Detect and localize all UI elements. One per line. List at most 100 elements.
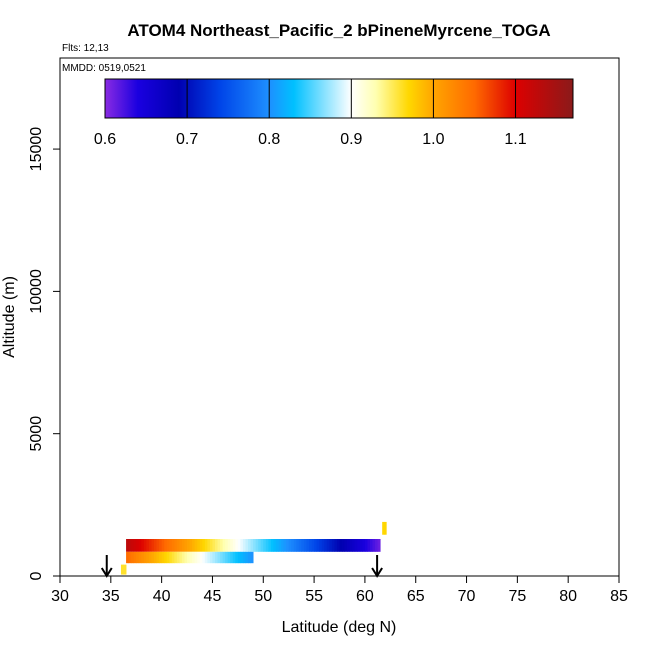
data-cell (169, 539, 173, 552)
data-cell (148, 551, 152, 564)
data-cell (273, 539, 277, 552)
data-cell (176, 551, 180, 564)
data-cell (309, 539, 312, 552)
data-cell (270, 539, 274, 552)
data-cell (192, 551, 196, 564)
data-cell (207, 539, 211, 552)
data-cell (176, 539, 180, 552)
data-cell (184, 539, 188, 552)
data-cell (151, 539, 155, 552)
data-cell (334, 539, 338, 552)
data-cell (138, 551, 142, 564)
x-tick-label: 45 (204, 588, 222, 605)
data-cell (128, 551, 132, 564)
data-cell (303, 539, 307, 552)
colorbar-tick-label: 0.6 (94, 131, 116, 148)
date-annotation: MMDD: 0519,0521 (62, 63, 146, 74)
data-cell (209, 551, 213, 564)
data-cell (281, 539, 284, 552)
data-cell (171, 539, 175, 552)
data-cell (174, 551, 178, 564)
data-cell (324, 539, 328, 552)
data-cell (209, 539, 213, 552)
data-cell (215, 551, 218, 564)
data-cell (275, 539, 279, 552)
data-cell (336, 539, 340, 552)
data-cell (128, 539, 132, 552)
data-cell (212, 539, 216, 552)
data-cell (321, 539, 325, 552)
data-cell (181, 539, 185, 552)
data-cell (151, 551, 155, 564)
data-cell (141, 551, 145, 564)
y-axis: 0 5000 10000 15000 (28, 127, 61, 580)
data-cell (344, 539, 348, 552)
data-cell (311, 539, 315, 552)
data-cell (293, 539, 297, 552)
data-cell (268, 539, 272, 552)
data-cell (212, 551, 216, 564)
data-cell (204, 551, 208, 564)
data-cell (326, 539, 330, 552)
data-cell (245, 551, 249, 564)
data-cell (222, 539, 226, 552)
data-cell (372, 539, 376, 552)
data-cell (169, 551, 173, 564)
data-cell (220, 551, 224, 564)
y-tick-label: 15000 (28, 127, 45, 172)
data-cell (347, 539, 351, 552)
x-tick-label: 85 (610, 588, 628, 605)
data-cell (384, 521, 387, 535)
data-cell (227, 551, 231, 564)
data-cell (296, 539, 300, 552)
data-cell (286, 539, 290, 552)
data-cell (230, 539, 234, 552)
data-cell (197, 551, 201, 564)
data-bands (120, 521, 387, 575)
data-cell (232, 539, 236, 552)
data-cell (354, 539, 358, 552)
data-cell (161, 539, 165, 552)
x-tick-label: 60 (356, 588, 374, 605)
data-cell (375, 539, 379, 552)
data-cell (263, 539, 267, 552)
data-cell (232, 551, 236, 564)
data-cell (217, 551, 221, 564)
data-cell (250, 551, 254, 564)
data-cell (359, 539, 363, 552)
y-tick-label: 10000 (28, 269, 45, 314)
data-cell (154, 551, 157, 564)
data-cell (248, 539, 251, 552)
data-cell (260, 539, 264, 552)
colorbar-tick-label: 1.1 (504, 131, 526, 148)
data-cell (133, 551, 137, 564)
data-cell (194, 551, 198, 564)
data-cell (339, 539, 343, 552)
data-cell (204, 539, 208, 552)
data-cell (133, 539, 137, 552)
data-cell (120, 564, 124, 575)
data-cell (199, 551, 203, 564)
data-cell (306, 539, 310, 552)
data-cell (138, 539, 142, 552)
data-cell (357, 539, 361, 552)
data-cell (161, 551, 165, 564)
data-cell (237, 551, 241, 564)
data-cell (171, 551, 175, 564)
colorbar-tick-label: 0.9 (340, 131, 362, 148)
data-cell (194, 539, 198, 552)
y-tick-label: 5000 (28, 416, 45, 452)
data-cell (227, 539, 231, 552)
data-cell (265, 539, 269, 552)
y-axis-label: Altitude (m) (1, 276, 18, 358)
data-cell (146, 539, 150, 552)
data-cell (240, 551, 244, 564)
data-cell (143, 551, 147, 564)
x-tick-label: 50 (254, 588, 272, 605)
data-cell (131, 551, 135, 564)
data-cell (141, 539, 145, 552)
data-cell (164, 539, 168, 552)
data-cell (329, 539, 333, 552)
data-cell (225, 551, 229, 564)
